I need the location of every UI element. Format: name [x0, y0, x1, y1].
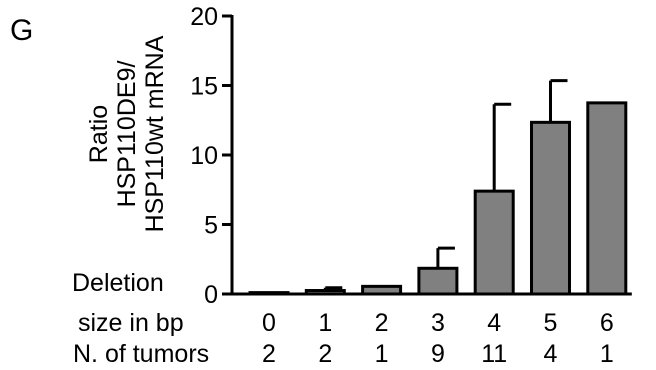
panel-label: G	[10, 14, 33, 47]
y-tick-label: 10	[190, 142, 218, 170]
bar	[304, 289, 346, 296]
row-label-deletion: Deletion	[72, 269, 164, 297]
bar	[530, 120, 571, 296]
axes	[230, 15, 632, 296]
x-tick-label: 6	[600, 309, 614, 337]
bar	[417, 266, 459, 296]
bar	[473, 189, 515, 296]
x-tick-label: 5	[544, 309, 558, 337]
row-label-n-of-tumors: N. of tumors	[73, 340, 209, 368]
x-tick-label: 2	[375, 309, 389, 337]
tumor-count-label: 1	[600, 340, 614, 368]
row-label-size-in-bp: size in bp	[78, 309, 184, 337]
x-tick-labels: 0 1 2 3 4 5 6	[262, 309, 614, 337]
x-tick-label: 0	[262, 309, 276, 337]
tumor-count-label: 4	[544, 340, 558, 368]
bar	[586, 101, 628, 296]
y-axis-title-line-2: HSP110DE9/	[113, 61, 141, 208]
y-axis-title-line-1: Ratio	[85, 105, 113, 163]
y-tick-label: 0	[204, 281, 218, 309]
tumor-count-label: 2	[262, 340, 276, 368]
tumor-count-labels: 2 2 1 9 11 4 1	[262, 340, 614, 368]
error-bars	[323, 79, 568, 291]
y-ticks: 0 5 10 15 20	[190, 3, 232, 309]
x-tick-label: 1	[318, 309, 332, 337]
tumor-count-label: 1	[375, 340, 389, 368]
tumor-count-label: 9	[431, 340, 445, 368]
tumor-count-label: 11	[481, 340, 507, 368]
x-tick-label: 3	[431, 309, 445, 337]
y-axis-title: Ratio HSP110DE9/ HSP110wt mRNA	[85, 35, 169, 232]
y-tick-label: 5	[204, 212, 218, 240]
bar	[248, 291, 290, 296]
y-axis-title-line-3: HSP110wt mRNA	[141, 35, 169, 232]
y-tick-label: 15	[190, 73, 218, 101]
bar	[361, 284, 403, 296]
x-tick-label: 4	[487, 309, 501, 337]
tumor-count-label: 2	[318, 340, 332, 368]
y-tick-label: 20	[190, 3, 218, 31]
bars	[248, 101, 628, 296]
